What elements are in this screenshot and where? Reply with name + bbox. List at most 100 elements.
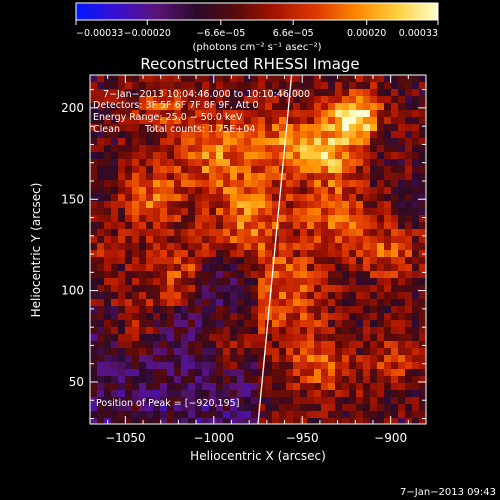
heatmap-cell	[125, 411, 133, 419]
heatmap-cell	[174, 390, 182, 398]
heatmap-cell	[160, 264, 168, 272]
heatmap-cell	[167, 369, 175, 377]
heatmap-cell	[104, 348, 112, 356]
heatmap-cell	[363, 222, 371, 230]
heatmap-cell	[398, 334, 406, 342]
heatmap-cell	[391, 397, 399, 405]
heatmap-cell	[181, 376, 189, 384]
heatmap-cell	[251, 362, 259, 370]
heatmap-cell	[188, 278, 196, 286]
heatmap-cell	[111, 145, 119, 153]
heatmap-cell	[419, 334, 426, 342]
heatmap-cell	[293, 236, 301, 244]
heatmap-cell	[104, 264, 112, 272]
heatmap-cell	[335, 243, 343, 251]
heatmap-cell	[349, 327, 357, 335]
heatmap-cell	[160, 96, 168, 104]
heatmap-cell	[412, 103, 420, 111]
heatmap-cell	[202, 355, 210, 363]
heatmap-cell	[293, 110, 301, 118]
heatmap-cell	[300, 278, 308, 286]
heatmap-cell	[412, 292, 420, 300]
heatmap-cell	[300, 138, 308, 146]
heatmap-cell	[153, 390, 161, 398]
heatmap-cell	[405, 124, 413, 132]
heatmap-cell	[118, 117, 126, 125]
heatmap-cell	[160, 369, 168, 377]
heatmap-cell	[237, 180, 245, 188]
heatmap-cell	[97, 411, 105, 419]
heatmap-cell	[384, 369, 392, 377]
heatmap-cell	[335, 299, 343, 307]
heatmap-cell	[356, 306, 364, 314]
heatmap-cell	[335, 334, 343, 342]
heatmap-cell	[209, 89, 217, 97]
heatmap-cell	[349, 320, 357, 328]
heatmap-cell	[265, 243, 273, 251]
heatmap-cell	[391, 145, 399, 153]
heatmap-cell	[146, 194, 154, 202]
heatmap-cell	[300, 383, 308, 391]
heatmap-cell	[377, 404, 385, 412]
heatmap-cell	[377, 369, 385, 377]
heatmap-cell	[335, 390, 343, 398]
heatmap-cell	[216, 222, 224, 230]
heatmap-cell	[97, 264, 105, 272]
heatmap-cell	[118, 271, 126, 279]
heatmap-cell	[363, 96, 371, 104]
heatmap-cell	[307, 145, 315, 153]
heatmap-cell	[293, 194, 301, 202]
heatmap-cell	[265, 208, 273, 216]
heatmap-cell	[188, 215, 196, 223]
heatmap-cell	[363, 215, 371, 223]
heatmap-cell	[132, 229, 140, 237]
heatmap-cell	[412, 110, 420, 118]
heatmap-cell	[111, 404, 119, 412]
heatmap-cell	[321, 250, 329, 258]
heatmap-cell	[125, 152, 133, 160]
heatmap-cell	[349, 334, 357, 342]
heatmap-cell	[216, 411, 224, 419]
heatmap-cell	[349, 131, 357, 139]
heatmap-cell	[139, 124, 147, 132]
heatmap-cell	[307, 96, 315, 104]
heatmap-cell	[202, 187, 210, 195]
heatmap-cell	[363, 250, 371, 258]
heatmap-cell	[153, 110, 161, 118]
heatmap-cell	[202, 264, 210, 272]
heatmap-cell	[195, 355, 203, 363]
heatmap-cell	[293, 229, 301, 237]
heatmap-cell	[132, 341, 140, 349]
heatmap-cell	[167, 299, 175, 307]
heatmap-cell	[97, 215, 105, 223]
heatmap-cell	[307, 327, 315, 335]
heatmap-cell	[188, 243, 196, 251]
heatmap-cell	[391, 404, 399, 412]
heatmap-cell	[314, 327, 322, 335]
heatmap-cell	[216, 285, 224, 293]
heatmap-cell	[202, 96, 210, 104]
heatmap-cell	[405, 96, 413, 104]
heatmap-cell	[258, 138, 266, 146]
heatmap-cell	[146, 124, 154, 132]
heatmap-cell	[167, 397, 175, 405]
heatmap-cell	[265, 229, 273, 237]
heatmap-cell	[314, 194, 322, 202]
heatmap-cell	[258, 299, 266, 307]
heatmap-cell	[342, 222, 350, 230]
heatmap-cell	[188, 152, 196, 160]
heatmap-cell	[412, 257, 420, 265]
heatmap-cell	[335, 341, 343, 349]
heatmap-cell	[314, 390, 322, 398]
heatmap-cell	[111, 222, 119, 230]
heatmap-cell	[153, 383, 161, 391]
heatmap-cell	[272, 306, 280, 314]
heatmap-cell	[384, 299, 392, 307]
heatmap-cell	[223, 96, 231, 104]
heatmap-cell	[202, 215, 210, 223]
heatmap-cell	[167, 334, 175, 342]
heatmap-cell	[279, 124, 287, 132]
heatmap-cell	[146, 418, 154, 424]
heatmap-cell	[384, 75, 392, 83]
heatmap-cell	[160, 243, 168, 251]
